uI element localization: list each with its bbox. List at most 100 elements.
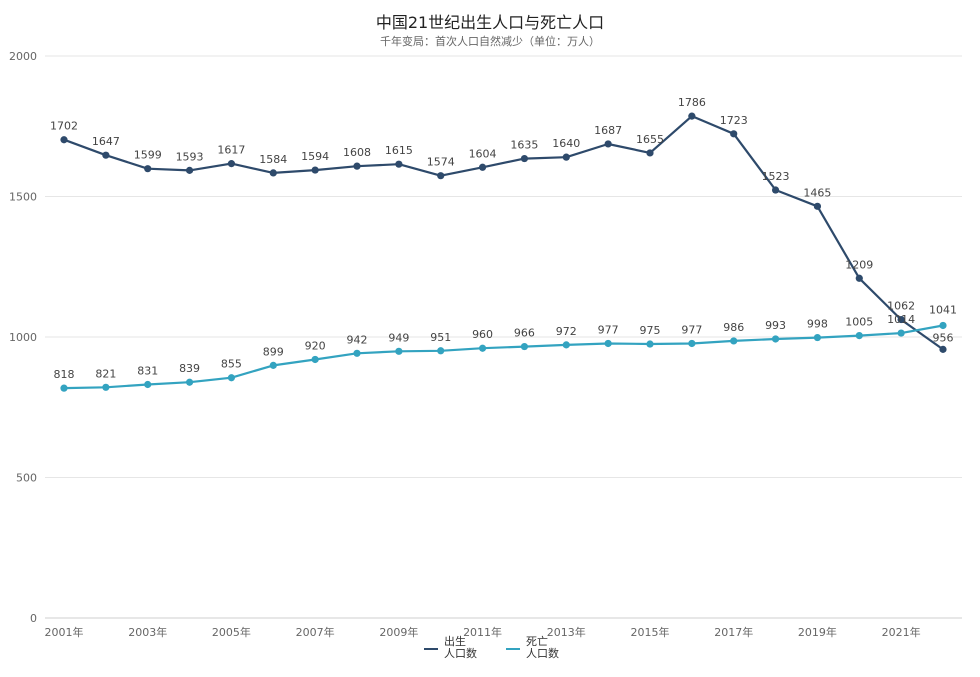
data-point (269, 169, 277, 177)
data-point (144, 380, 152, 389)
data-label: 1584 (259, 153, 287, 166)
data-point (855, 331, 863, 340)
x-tick-label: 2005年 (212, 625, 251, 639)
data-point (520, 154, 529, 163)
data-point (604, 140, 612, 148)
data-label: 1635 (510, 139, 538, 152)
data-label: 1647 (92, 135, 120, 148)
data-point (688, 339, 696, 348)
data-point (897, 329, 905, 337)
data-point (813, 333, 822, 342)
data-label: 1615 (385, 144, 413, 157)
data-point (60, 136, 68, 144)
data-label: 1687 (594, 124, 622, 137)
data-point (562, 341, 570, 349)
y-tick-label: 1500 (9, 191, 37, 204)
x-tick-label: 2019年 (798, 625, 837, 639)
data-label: 977 (598, 323, 619, 336)
x-tick-label: 2011年 (463, 625, 502, 639)
data-point (771, 186, 780, 194)
data-label: 951 (430, 331, 451, 344)
data-point (604, 339, 612, 348)
x-tick-label: 2017年 (714, 625, 753, 639)
data-label: 899 (263, 345, 284, 358)
legend: 出生 人口数 死亡 人口数 (0, 636, 980, 666)
data-point (185, 166, 194, 174)
data-label: 1465 (803, 186, 831, 199)
chart-subtitle: 千年变局：首次人口自然减少（单位：万人） (380, 35, 600, 48)
data-label: 956 (933, 331, 954, 344)
data-point (102, 383, 110, 391)
data-point (478, 163, 487, 171)
data-point (939, 345, 947, 353)
data-point (227, 374, 236, 382)
data-label: 831 (137, 364, 158, 377)
data-label: 960 (472, 328, 493, 341)
y-tick-label: 0 (30, 612, 37, 625)
data-point (311, 355, 319, 364)
data-label: 1604 (469, 147, 497, 160)
x-tick-label: 2021年 (882, 625, 921, 639)
data-point (144, 165, 152, 173)
data-point (269, 361, 277, 369)
data-label: 1786 (678, 96, 706, 109)
x-tick-label: 2013年 (547, 625, 586, 639)
data-point (311, 166, 319, 174)
data-point (939, 321, 947, 330)
data-label: 1574 (427, 156, 455, 169)
data-point (60, 384, 68, 392)
legend-label-birth-line2: 人口数 (444, 647, 477, 660)
data-point (562, 153, 570, 161)
data-point (437, 172, 445, 180)
data-point (437, 347, 445, 355)
data-label: 1209 (845, 258, 873, 271)
data-label: 920 (305, 339, 326, 352)
legend-item-birth[interactable]: 出生 人口数 (424, 636, 477, 660)
data-label: 1723 (720, 114, 748, 127)
data-label: 1608 (343, 146, 371, 159)
legend-swatch-birth (424, 648, 438, 650)
y-tick-label: 500 (16, 472, 37, 485)
series-line-death (63, 324, 944, 390)
data-label: 949 (388, 331, 409, 344)
data-label: 986 (723, 321, 744, 334)
data-point (813, 202, 822, 210)
series-line-birth (63, 114, 944, 351)
x-tick-label: 2007年 (296, 625, 335, 639)
data-point (646, 340, 654, 348)
data-label: 942 (347, 333, 368, 346)
data-label: 1617 (217, 144, 245, 157)
data-point (102, 151, 110, 159)
y-tick-label: 2000 (9, 50, 37, 63)
x-tick-label: 2009年 (379, 625, 418, 639)
data-point (730, 337, 738, 345)
data-point (646, 149, 654, 157)
data-label: 1523 (762, 170, 790, 183)
legend-label-birth-line1: 出生 (444, 635, 466, 648)
data-point (353, 162, 361, 170)
data-point (395, 347, 403, 355)
data-label: 821 (95, 367, 116, 380)
data-label: 966 (514, 327, 535, 340)
x-tick-label: 2001年 (45, 625, 84, 639)
data-label: 818 (54, 368, 75, 381)
data-point (478, 344, 487, 352)
data-point (771, 335, 780, 343)
data-label: 839 (179, 362, 200, 375)
legend-item-death[interactable]: 死亡 人口数 (506, 636, 559, 660)
data-label: 975 (640, 324, 661, 337)
legend-label-death-line2: 人口数 (526, 647, 559, 660)
data-label: 998 (807, 318, 828, 331)
data-label: 1655 (636, 133, 664, 146)
data-point (897, 315, 905, 324)
data-label: 1599 (134, 149, 162, 162)
data-point (353, 349, 361, 357)
data-label: 972 (556, 325, 577, 338)
data-point (730, 130, 738, 138)
data-label: 1014 (887, 313, 915, 326)
x-tick-label: 2015年 (631, 625, 670, 639)
data-label: 1005 (845, 316, 873, 329)
data-point (185, 378, 194, 386)
data-label: 855 (221, 358, 242, 371)
